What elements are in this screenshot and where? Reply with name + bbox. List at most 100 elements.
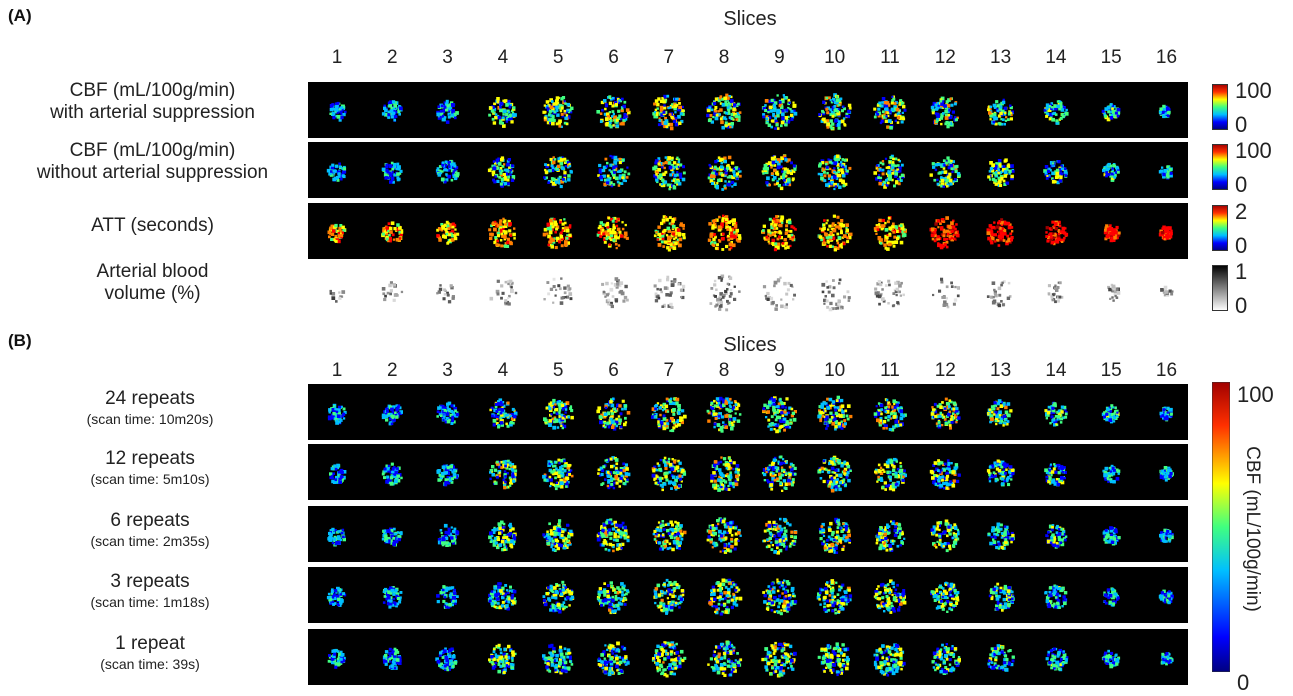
panel_a-slice-number: 16 [1155,47,1178,68]
slice-image-6 [597,641,630,677]
row-label-repeats: 12 repeats [105,448,195,469]
slice-image-3 [436,463,459,487]
panel_a-slice-number: 12 [934,47,956,68]
panel-b-label: (B) [8,331,32,350]
panel_a-slice-number: 13 [990,47,1012,68]
panel_a-slice-number: 6 [608,47,619,68]
slice-image-8 [706,396,742,433]
slice-image-4 [488,643,517,675]
slice-image-10 [821,278,851,312]
panel_b-slice-number: 3 [442,360,453,381]
slice-image-9 [761,154,797,191]
slice-image-15 [1102,526,1121,546]
slice-image-13 [987,158,1015,187]
slice-image-16 [1159,466,1174,482]
slice-image-15 [1101,404,1120,424]
panel-b-colorbar-gradient [1212,382,1230,672]
slice-image-3 [436,99,459,124]
slice-image-11 [873,579,907,614]
panel_a-slice-number: 15 [1100,47,1122,68]
slice-image-13 [987,98,1014,126]
panel-b-colorbar-min: 0 [1237,670,1250,695]
slice-image-10 [818,517,852,554]
slice-image-10 [817,214,853,252]
row-colorbar-min: 0 [1235,112,1248,137]
slice-image-7 [653,578,685,615]
slice-image-16 [1160,652,1174,666]
panel-a-row-3-slices-svg [327,214,1173,252]
slice-image-11 [874,279,905,308]
row-colorbar-min: 0 [1235,293,1248,318]
slice-image-2 [381,100,403,122]
slice-image-11 [873,643,906,677]
slice-image-5 [543,156,573,189]
slice-image-2 [381,462,403,486]
row-colorbar-max: 2 [1235,199,1248,224]
slice-image-5 [542,519,574,552]
slice-image-1 [327,403,347,425]
slice-image-12 [929,459,961,490]
row-label-line1: CBF (mL/100g/min) [69,80,236,101]
slice-image-16 [1158,165,1173,180]
slice-image-8 [708,578,743,616]
slice-image-9 [761,215,797,252]
panel-b-colorbar-max: 100 [1237,382,1274,407]
row-label-line1: ATT (seconds) [91,215,214,236]
panel-b-row-2-image-strip [308,444,1188,500]
row-colorbar-max: 100 [1235,78,1272,103]
slice-image-8 [706,517,742,554]
slice-image-12 [930,96,959,129]
slice-image-5 [542,580,575,614]
slice-image-2 [381,221,404,243]
slice-image-2 [382,586,403,609]
panel-b-row-label: 12 repeats (scan time: 5m10s) [0,448,300,487]
panel_a-slice-number: 2 [387,47,398,68]
panel_a-slice-number: 1 [331,47,343,68]
slice-image-5 [542,643,574,675]
slice-image-5 [543,398,574,430]
panel-b-row-label: 1 repeat (scan time: 39s) [0,633,300,672]
row-label-scan-time: (scan time: 1m18s) [90,593,210,610]
panel-b-row-5-slices-svg [327,640,1174,678]
row-label-repeats: 3 repeats [110,571,190,592]
slice-image-7 [651,397,687,433]
slice-image-15 [1103,587,1120,607]
slice-image-15 [1101,649,1121,669]
slice-image-8 [709,274,741,312]
row-label-scan-time: (scan time: 2m35s) [90,532,210,549]
slice-image-3 [435,159,460,184]
panel_b-slice-number: 5 [552,360,564,381]
panel-a-row-4-slices-svg [329,274,1174,312]
panel-b-row-label: 24 repeats (scan time: 10m20s) [0,388,300,427]
slice-image-3 [436,401,460,425]
slice-image-10 [817,154,852,191]
slice-image-1 [329,289,346,303]
slice-image-3 [435,647,458,672]
slice-image-10 [816,579,853,615]
slice-image-15 [1101,103,1121,122]
slice-image-10 [818,93,852,131]
slice-image-1 [329,463,347,484]
slice-image-11 [875,520,906,552]
slice-image-2 [381,527,403,547]
panel-a-row-1-image-strip [308,82,1188,138]
row-label-scan-time: (scan time: 10m20s) [86,410,214,427]
panel-b-colorbar [1212,382,1230,672]
panel_b-slice-number: 16 [1155,360,1178,381]
slice-image-4 [488,97,517,128]
panel-b-row-2-slices-svg [329,455,1174,493]
slice-image-10 [817,455,852,493]
slice-image-10 [817,395,853,431]
panel_a-slice-number: 3 [442,47,453,68]
slice-image-14 [1045,524,1068,549]
slice-image-2 [382,647,402,670]
slice-image-13 [986,218,1014,247]
slice-image-7 [652,94,685,131]
panel-b-row-3-image-strip [308,506,1188,562]
slice-image-15 [1107,283,1121,302]
panel-b-slices-title: Slices [723,334,777,356]
slice-image-3 [436,284,455,304]
slice-image-4 [489,279,518,306]
slice-image-16 [1158,104,1171,119]
slice-image-1 [327,223,347,244]
